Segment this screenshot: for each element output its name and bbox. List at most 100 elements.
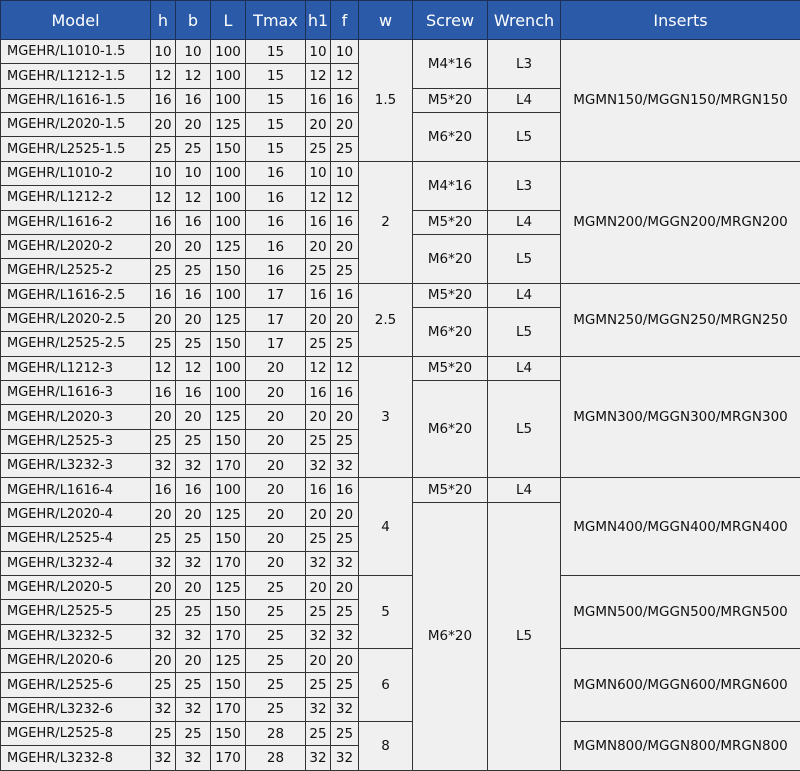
cell-tmax: 15 (245, 136, 306, 162)
cell-l: 150 (210, 331, 246, 357)
cell-f: 12 (330, 185, 359, 211)
cell-wrench: L5 (487, 380, 561, 479)
cell-h1: 16 (305, 282, 331, 308)
table-row: MGEHR/L3232-6 32 32 170 25 32 32 (0, 696, 800, 723)
cell-h1: 20 (305, 647, 331, 674)
table-row: MGEHR/L3232-4 32 32 170 20 32 32 (0, 550, 800, 576)
cell-h1: 25 (305, 721, 331, 747)
table-row: MGEHR/L2020-2.5 20 20 125 17 20 20 M6*20 L5 (0, 306, 800, 357)
cell-l: 100 (210, 87, 246, 114)
cell-tmax: 20 (245, 526, 306, 552)
cell-wrench: L5 (487, 501, 561, 771)
cell-w: 6 (358, 647, 413, 723)
table-row: MGEHR/L1010-1.5 10 10 100 15 10 10 1.5 M4*16 L3 MG… (0, 38, 800, 162)
table-row: MGEHR/L1616-1.5 16 16 100 15 16 16 M5*20 L4 (0, 87, 800, 114)
cell-h1: 25 (305, 526, 331, 552)
table-row: MGEHR/L2525-2.5 25 25 150 17 25 25 (0, 331, 800, 357)
cell-b: 25 (175, 721, 211, 747)
cell-h1: 32 (305, 453, 331, 479)
cell-h: 20 (150, 647, 176, 674)
table-row: MGEHR/L2525-5 25 25 150 25 25 25 (0, 599, 800, 625)
table-row: MGEHR/L2020-1.5 20 20 125 15 20 20 M6*20 L5 (0, 112, 800, 162)
cell-l: 125 (210, 112, 246, 138)
cell-h: 25 (150, 428, 176, 455)
cell-model: MGEHR/L2020-2.5 (0, 306, 151, 333)
table-row: MGEHR/L1212-1.5 12 12 100 15 12 12 (0, 63, 800, 89)
cell-f: 12 (330, 355, 359, 382)
column-header-h: h (150, 0, 176, 40)
cell-l: 150 (210, 599, 246, 625)
table-row: MGEHR/L2525-3 25 25 150 20 25 25 (0, 428, 800, 455)
cell-model: MGEHR/L1010-2 (0, 160, 151, 187)
cell-inserts: MGMN800/MGGN800/MRGN800 (560, 721, 800, 771)
cell-screw: M5*20 (412, 87, 488, 114)
cell-l: 100 (210, 380, 246, 406)
column-header-tmax: Tmax (245, 0, 306, 40)
cell-screw: M6*20 (412, 380, 488, 479)
cell-wrench: L5 (487, 112, 561, 162)
cell-f: 25 (330, 599, 359, 625)
cell-h: 32 (150, 453, 176, 479)
cell-model: MGEHR/L2020-2 (0, 233, 151, 260)
cell-h: 20 (150, 233, 176, 260)
cell-inserts: MGMN200/MGGN200/MRGN200 (560, 160, 800, 284)
cell-l: 100 (210, 282, 246, 308)
cell-f: 32 (330, 745, 359, 771)
cell-h: 32 (150, 550, 176, 576)
cell-h: 16 (150, 282, 176, 308)
cell-screw: M6*20 (412, 306, 488, 357)
cell-l: 170 (210, 745, 246, 771)
cell-wrench: L4 (487, 87, 561, 114)
table-body: MGEHR/L1010-1.5 10 10 100 15 10 10 1.5 M4*16 L3 MG… (0, 38, 800, 771)
cell-f: 25 (330, 136, 359, 162)
cell-h: 32 (150, 745, 176, 771)
column-header-b: b (175, 0, 211, 40)
cell-model: MGEHR/L2525-8 (0, 721, 151, 747)
cell-tmax: 25 (245, 574, 306, 601)
cell-tmax: 15 (245, 112, 306, 138)
cell-h: 20 (150, 574, 176, 601)
cell-tmax: 25 (245, 696, 306, 723)
cell-b: 32 (175, 623, 211, 649)
cell-f: 16 (330, 380, 359, 406)
column-header-model: Model (0, 0, 151, 40)
table-row: MGEHR/L2020-3 20 20 125 20 20 20 (0, 404, 800, 430)
cell-b: 25 (175, 331, 211, 357)
cell-tmax: 16 (245, 209, 306, 235)
cell-f: 32 (330, 623, 359, 649)
cell-h1: 25 (305, 136, 331, 162)
cell-model: MGEHR/L1616-3 (0, 380, 151, 406)
cell-model: MGEHR/L1616-2.5 (0, 282, 151, 308)
cell-model: MGEHR/L2020-3 (0, 404, 151, 430)
cell-h: 16 (150, 209, 176, 235)
cell-h1: 20 (305, 404, 331, 430)
cell-model: MGEHR/L2525-3 (0, 428, 151, 455)
cell-model: MGEHR/L2525-2.5 (0, 331, 151, 357)
cell-h: 20 (150, 306, 176, 333)
cell-b: 20 (175, 574, 211, 601)
cell-b: 25 (175, 672, 211, 698)
cell-h1: 12 (305, 355, 331, 382)
table-row: MGEHR/L1616-2.5 16 16 100 17 16 16 2.5 M5*20 L4 MG… (0, 282, 800, 357)
cell-h: 25 (150, 258, 176, 284)
cell-h1: 16 (305, 209, 331, 235)
cell-w: 5 (358, 574, 413, 649)
cell-l: 125 (210, 574, 246, 601)
cell-model: MGEHR/L3232-6 (0, 696, 151, 723)
cell-f: 25 (330, 428, 359, 455)
cell-l: 170 (210, 696, 246, 723)
cell-h: 25 (150, 331, 176, 357)
cell-tmax: 15 (245, 87, 306, 114)
cell-w: 8 (358, 721, 413, 771)
cell-b: 20 (175, 647, 211, 674)
cell-inserts: MGMN250/MGGN250/MRGN250 (560, 282, 800, 357)
cell-l: 150 (210, 721, 246, 747)
cell-b: 20 (175, 233, 211, 260)
cell-tmax: 20 (245, 380, 306, 406)
cell-h: 16 (150, 87, 176, 114)
cell-tmax: 25 (245, 623, 306, 649)
cell-inserts: MGMN150/MGGN150/MRGN150 (560, 39, 800, 162)
cell-f: 10 (330, 160, 359, 187)
cell-tmax: 17 (245, 306, 306, 333)
cell-f: 20 (330, 306, 359, 333)
